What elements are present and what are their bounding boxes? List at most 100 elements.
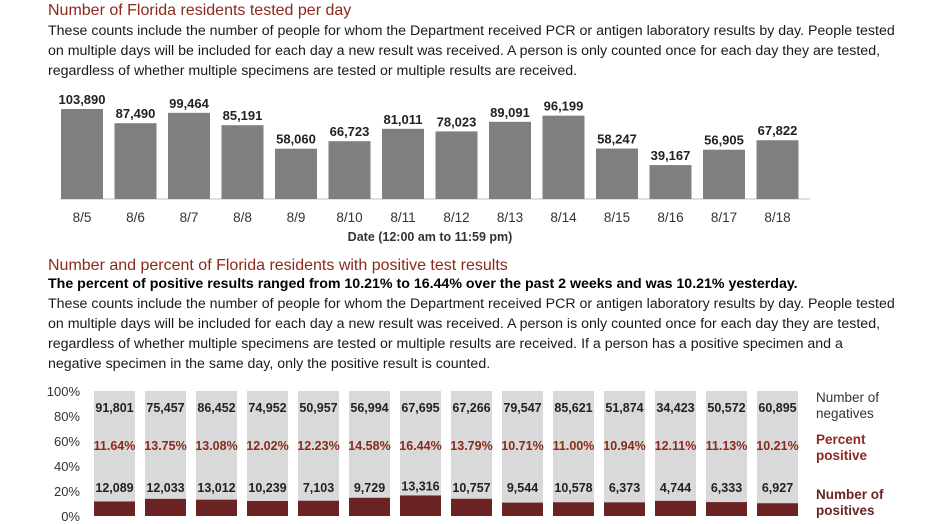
positives-label: 10,757: [452, 481, 490, 495]
legend-positives: positives: [816, 503, 875, 518]
x-tick-label: 8/10: [336, 210, 362, 225]
chart2-highlight: The percent of positive results ranged f…: [48, 276, 798, 292]
percent-positive-label: 13.79%: [450, 439, 492, 453]
positives-label: 7,103: [303, 481, 334, 495]
negatives-label: 67,695: [401, 401, 439, 415]
negatives-bar-8/6: [145, 391, 186, 499]
bar-8/13: [489, 121, 531, 199]
positives-label: 12,089: [95, 481, 133, 495]
x-tick-label: 8/6: [126, 210, 145, 225]
x-tick-label: 8/12: [443, 210, 469, 225]
bar-value-label: 67,822: [758, 123, 798, 138]
positives-label: 10,239: [248, 481, 286, 495]
negatives-label: 34,423: [656, 401, 694, 415]
tested-per-day-chart: 103,890 8/5 87,490 8/6 99,464 8/7 85,191 8/8 58,…: [59, 92, 810, 244]
percent-positive-label: 13.75%: [144, 439, 186, 453]
x-tick-label: 8/9: [287, 210, 306, 225]
percent-positive-label: 13.08%: [195, 439, 237, 453]
negatives-bar-8/13: [502, 391, 543, 503]
legend-negatives: Number of: [816, 390, 879, 405]
positives-bar-8/16: [655, 500, 696, 516]
bar-value-label: 103,890: [59, 92, 106, 107]
positives-label: 9,729: [354, 481, 385, 495]
positives-bar-8/5: [94, 501, 135, 516]
negatives-label: 50,957: [299, 401, 337, 415]
positives-label: 4,744: [660, 481, 691, 495]
y-tick-label: 20%: [54, 484, 80, 499]
positives-bar-8/15: [604, 502, 645, 516]
negatives-bar-8/9: [298, 391, 339, 501]
chart2-description: These counts include the number of peopl…: [48, 296, 895, 372]
x-tick-label: 8/5: [73, 210, 92, 225]
positives-label: 12,033: [146, 481, 184, 495]
bar-8/6: [114, 123, 157, 199]
bar-value-label: 96,199: [544, 99, 584, 114]
negatives-label: 51,874: [605, 401, 643, 415]
positives-bar-8/11: [400, 495, 441, 516]
x-axis-label: Date (12:00 am to 11:59 pm): [348, 230, 513, 244]
x-tick-label: 8/8: [233, 210, 252, 225]
positives-bar-8/8: [247, 500, 288, 516]
negatives-bar-8/7: [196, 391, 237, 500]
legend-negatives: negatives: [816, 406, 874, 421]
positives-bar-8/12: [451, 498, 492, 516]
negatives-label: 75,457: [146, 401, 184, 415]
percent-positive-label: 11.00%: [553, 439, 595, 453]
percent-positive-label: 10.94%: [603, 439, 645, 453]
positives-label: 6,927: [762, 481, 793, 495]
bar-value-label: 66,723: [330, 124, 370, 139]
bar-value-label: 99,464: [169, 96, 210, 111]
negatives-bar-8/17: [706, 391, 747, 503]
negatives-label: 50,572: [707, 401, 745, 415]
negatives-bar-8/18: [757, 391, 798, 504]
negatives-bar-8/14: [553, 391, 594, 503]
percent-positive-label: 10.21%: [756, 439, 798, 453]
bar-8/18: [756, 140, 799, 199]
negatives-bar-8/5: [94, 391, 135, 502]
percent-positive-label: 11.13%: [706, 439, 748, 453]
bar-value-label: 39,167: [651, 148, 691, 163]
x-tick-label: 8/14: [550, 210, 577, 225]
x-tick-label: 8/16: [657, 210, 683, 225]
negatives-label: 86,452: [197, 401, 235, 415]
percent-positive-label: 14.58%: [348, 439, 390, 453]
bar-value-label: 85,191: [223, 108, 263, 123]
y-tick-label: 40%: [54, 459, 80, 474]
positives-bar-8/18: [757, 503, 798, 516]
percent-positive-label: 16.44%: [399, 439, 441, 453]
chart2-title: Number and percent of Florida residents …: [48, 257, 508, 274]
y-tick-label: 100%: [47, 384, 81, 399]
positives-bar-8/9: [298, 500, 339, 516]
percent-positive-label: 12.11%: [655, 439, 697, 453]
negatives-bar-8/8: [247, 391, 288, 501]
negatives-bar-8/11: [400, 391, 441, 496]
legend-positives: Number of: [816, 487, 884, 502]
x-tick-label: 8/7: [180, 210, 199, 225]
positives-label: 10,578: [554, 481, 592, 495]
positives-bar-8/14: [553, 502, 594, 516]
bar-value-label: 89,091: [490, 105, 530, 120]
bar-value-label: 78,023: [437, 114, 477, 129]
chart1-title: Number of Florida residents tested per d…: [48, 2, 352, 19]
bar-8/7: [168, 112, 210, 199]
bar-value-label: 81,011: [383, 112, 422, 127]
positives-bar-8/7: [196, 499, 237, 516]
bar-8/10: [328, 141, 371, 199]
percent-positive-label: 12.23%: [297, 439, 339, 453]
negatives-label: 67,266: [452, 401, 490, 415]
negatives-label: 60,895: [758, 401, 796, 415]
positives-label: 13,012: [197, 481, 235, 495]
bar-8/8: [221, 125, 264, 199]
negatives-label: 85,621: [554, 401, 592, 415]
negatives-label: 79,547: [503, 401, 541, 415]
negatives-label: 56,994: [350, 401, 388, 415]
positives-label: 6,333: [711, 481, 742, 495]
negatives-bar-8/10: [349, 391, 390, 498]
bar-8/14: [542, 115, 585, 199]
legend-percent-positive: positive: [816, 448, 868, 463]
bar-value-label: 56,905: [704, 133, 744, 148]
x-tick-label: 8/13: [497, 210, 523, 225]
positives-label: 6,373: [609, 481, 640, 495]
bar-value-label: 58,060: [276, 132, 316, 147]
